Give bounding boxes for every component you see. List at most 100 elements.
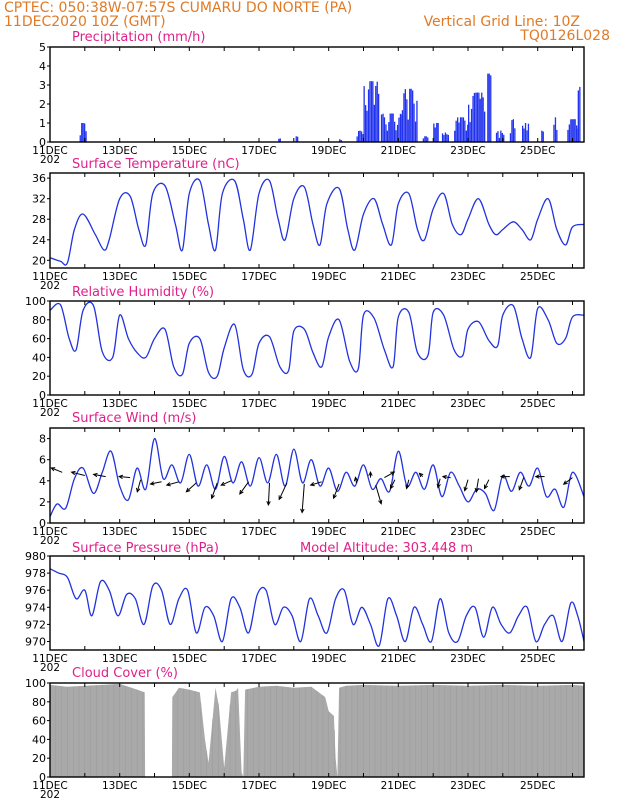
wind-vector-head [300, 508, 305, 514]
wind-vector [278, 482, 288, 500]
precip-bar [339, 139, 341, 142]
precip-bar [446, 134, 448, 142]
precip-bar [433, 123, 435, 142]
temperature-panel: Surface Temperature (nC) 20 24 28 32 36 11DEC… [32, 157, 585, 292]
precip-bar [434, 127, 436, 142]
pressure-line [49, 568, 585, 647]
precip-bar [404, 89, 406, 142]
precip-bar [467, 124, 469, 142]
temperature-frame [49, 172, 585, 269]
wind-vector-head [278, 495, 283, 501]
y-tick-label: 60 [32, 333, 46, 346]
wind-vector-head [332, 494, 337, 500]
x-tick-label: 25DEC [520, 145, 555, 157]
precip-bar [376, 81, 378, 142]
precip-bar [497, 131, 499, 142]
precip-bar [380, 114, 383, 142]
y-tick-label: 20 [32, 370, 46, 383]
y-tick-label: 974 [25, 601, 46, 614]
precip-bar [362, 134, 364, 142]
precip-bar [410, 88, 412, 142]
y-tick-label: 40 [32, 351, 46, 364]
wind-vector [464, 479, 469, 491]
x-tick-label: 11DEC [32, 271, 67, 283]
wind-vector-head [165, 482, 171, 487]
pressure-title: Surface Pressure (hPa) [72, 541, 219, 556]
x-year-fragment: 202 [40, 280, 60, 292]
precip-bar [577, 90, 579, 142]
wind-vector [384, 471, 395, 479]
precip-bar [514, 128, 516, 142]
wind-vector-head [50, 467, 56, 472]
precip-bar [396, 124, 399, 142]
y-tick-label: 100 [25, 677, 46, 690]
precip-bar [403, 93, 405, 142]
precip-bar [455, 120, 457, 142]
precip-bar [488, 73, 490, 142]
precip-bar [509, 133, 512, 142]
precip-bar [541, 130, 543, 142]
precip-bar [501, 133, 503, 142]
y-tick-label: 28 [32, 213, 46, 226]
precip-bar [414, 121, 417, 142]
precip-bar [358, 131, 360, 142]
y-tick-label: 3 [39, 79, 46, 92]
wind-vector [220, 480, 232, 486]
wind-vector-head [418, 472, 424, 478]
y-tick-label: 5 [39, 41, 46, 54]
precip-bar [427, 137, 429, 142]
precip-bar [459, 117, 462, 142]
precip-bar [375, 86, 377, 142]
precip-bar [490, 75, 492, 142]
y-tick-label: 32 [32, 193, 46, 206]
wind-vector-head [239, 489, 244, 495]
precip-bar [356, 136, 358, 142]
y-tick-label: 80 [32, 314, 46, 327]
x-tick-label: 15DEC [172, 271, 207, 283]
precip-bar [386, 130, 388, 142]
precip-bar [422, 138, 424, 142]
precip-bar [567, 129, 569, 142]
x-tick-label: 15DEC [172, 780, 207, 792]
precip-bar [391, 113, 393, 142]
x-tick-label: 11DEC [32, 780, 67, 792]
precip-bar [495, 132, 498, 142]
wind-vector [563, 477, 573, 485]
precip-bar [436, 123, 438, 142]
precip-bar [279, 138, 281, 142]
x-tick-label: 21DEC [381, 780, 416, 792]
precip-bar [498, 137, 501, 142]
y-tick-label: 24 [32, 234, 46, 247]
precip-bar [478, 92, 480, 142]
wind-vector-head [534, 474, 540, 479]
x-tick-label: 15DEC [172, 653, 207, 665]
x-tick-label: 17DEC [241, 398, 276, 410]
x-tick-label: 21DEC [381, 653, 416, 665]
wind-vector [119, 476, 131, 479]
wind-vector [442, 476, 451, 479]
precip-bar [464, 120, 466, 142]
model-altitude-label: Model Altitude: 303.448 m [300, 541, 473, 556]
precip-bar [424, 136, 426, 142]
precip-bar [425, 136, 427, 142]
precip-bar [447, 134, 449, 142]
precip-bar [484, 111, 486, 142]
x-tick-label: 17DEC [241, 271, 276, 283]
precip-bar [482, 97, 484, 142]
x-year-fragment: 202 [40, 789, 60, 800]
header-model-id: TQ0126L028 [519, 28, 610, 44]
precip-bar [363, 86, 365, 142]
precip-bar [542, 131, 544, 142]
x-tick-label: 13DEC [102, 526, 137, 538]
x-tick-label: 25DEC [520, 271, 555, 283]
wind-vector [475, 478, 479, 492]
wind-vector [310, 481, 322, 486]
wind-vector-head [463, 486, 468, 492]
precip-bar [469, 122, 471, 142]
x-year-fragment: 202 [40, 535, 60, 547]
precip-bar [372, 81, 374, 142]
precip-bar [576, 125, 578, 142]
wind-frame [49, 427, 585, 524]
y-tick-label: 978 [25, 567, 46, 580]
